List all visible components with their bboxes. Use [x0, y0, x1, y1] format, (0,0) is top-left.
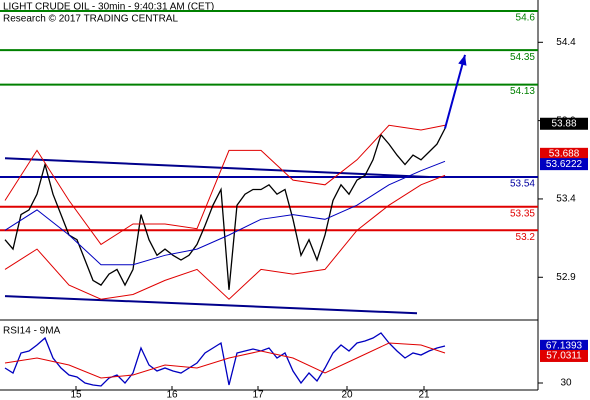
rsi-title: RSI14 - 9MA [3, 326, 61, 337]
series-line [4, 332, 446, 387]
price-tag-label: 53.6222 [546, 159, 583, 170]
x-tick-label: 21 [418, 390, 430, 400]
level-label: 54.13 [510, 86, 535, 97]
level-label: 53.2 [516, 232, 536, 243]
y-tick-label: 52.9 [556, 272, 576, 283]
y-tick-label: 53.4 [556, 194, 576, 205]
price-tag [540, 147, 588, 160]
price-tag-label: 67.1393 [546, 341, 583, 352]
forecast-arrow [444, 54, 466, 129]
x-tick-label: 17 [252, 390, 264, 400]
x-tick-label: 16 [166, 390, 178, 400]
price-tag-label: 53.88 [551, 118, 576, 129]
price-tag [540, 117, 588, 130]
y-tick-label: 30 [560, 378, 572, 389]
level-label: 53.35 [510, 208, 535, 219]
level-label: 53.54 [510, 179, 535, 190]
chart-subtitle: Research © 2017 TRADING CENTRAL [3, 14, 178, 25]
price-tag-label: 53.688 [549, 148, 580, 159]
trendline [4, 157, 430, 179]
series-line [4, 342, 446, 379]
price-tag [540, 339, 588, 352]
y-tick-label: 54.4 [556, 37, 576, 48]
price-tag [540, 158, 588, 171]
level-label: 54.6 [516, 13, 536, 24]
price-tag-label: 57.0311 [546, 351, 582, 362]
series-line [4, 160, 446, 266]
x-tick-label: 15 [70, 390, 82, 400]
series-line [4, 174, 446, 300]
series-line [4, 124, 446, 246]
arrow-head [458, 54, 467, 66]
price-tag [540, 349, 588, 362]
level-label: 54.35 [510, 52, 535, 63]
x-tick-label: 20 [341, 390, 353, 400]
trendline [4, 295, 418, 315]
chart-title: LIGHT CRUDE OIL - 30min - 9:40:31 AM (CE… [3, 2, 214, 13]
